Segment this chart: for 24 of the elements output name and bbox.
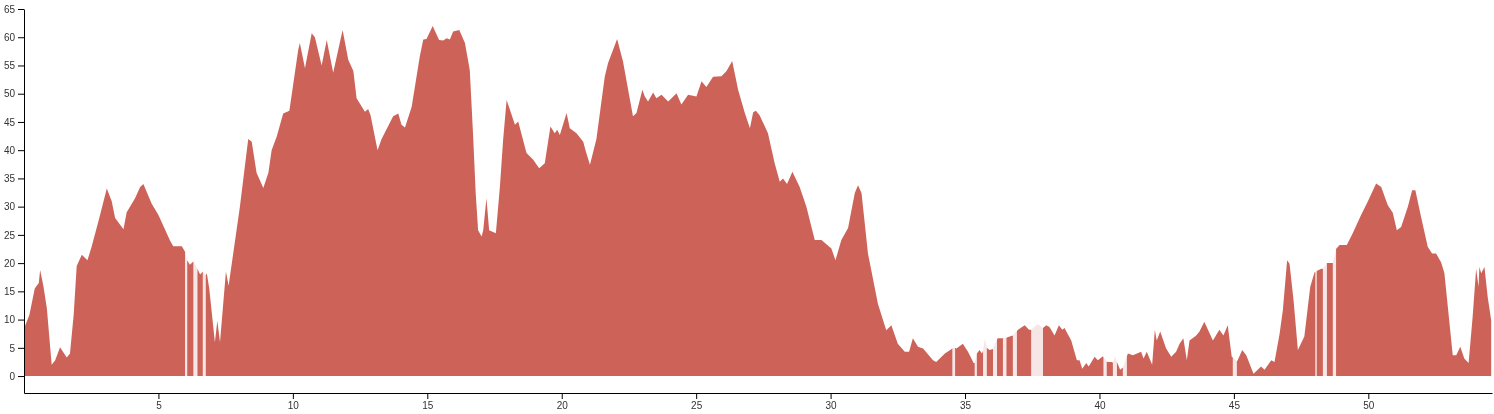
y-tick-label: 15 (3, 286, 16, 298)
x-tick-label: 15 (422, 400, 434, 412)
y-tick-label: 65 (3, 3, 16, 15)
y-tick-label: 5 (9, 342, 16, 354)
y-tick-label: 0 (9, 370, 16, 382)
y-tick-label: 45 (3, 116, 16, 128)
y-tick-label: 50 (3, 88, 16, 100)
x-tick-label: 20 (556, 400, 569, 412)
x-tick-label: 50 (1363, 400, 1375, 412)
x-tick-label: 35 (959, 400, 972, 412)
y-tick-label: 55 (3, 60, 16, 72)
y-tick-label: 30 (3, 201, 16, 213)
x-tick-label: 5 (156, 400, 163, 412)
y-tick-label: 10 (3, 314, 16, 326)
x-tick-label: 45 (1228, 400, 1241, 412)
y-tick-label: 60 (3, 31, 16, 43)
x-tick-label: 10 (287, 400, 300, 412)
y-tick-label: 40 (3, 144, 16, 156)
y-tick-label: 35 (3, 173, 16, 185)
y-tick-label: 25 (3, 229, 16, 241)
y-tick-label: 20 (3, 257, 16, 269)
x-tick-label: 30 (825, 400, 838, 412)
x-tick-label: 25 (691, 400, 703, 412)
x-tick-label: 40 (1094, 400, 1106, 412)
